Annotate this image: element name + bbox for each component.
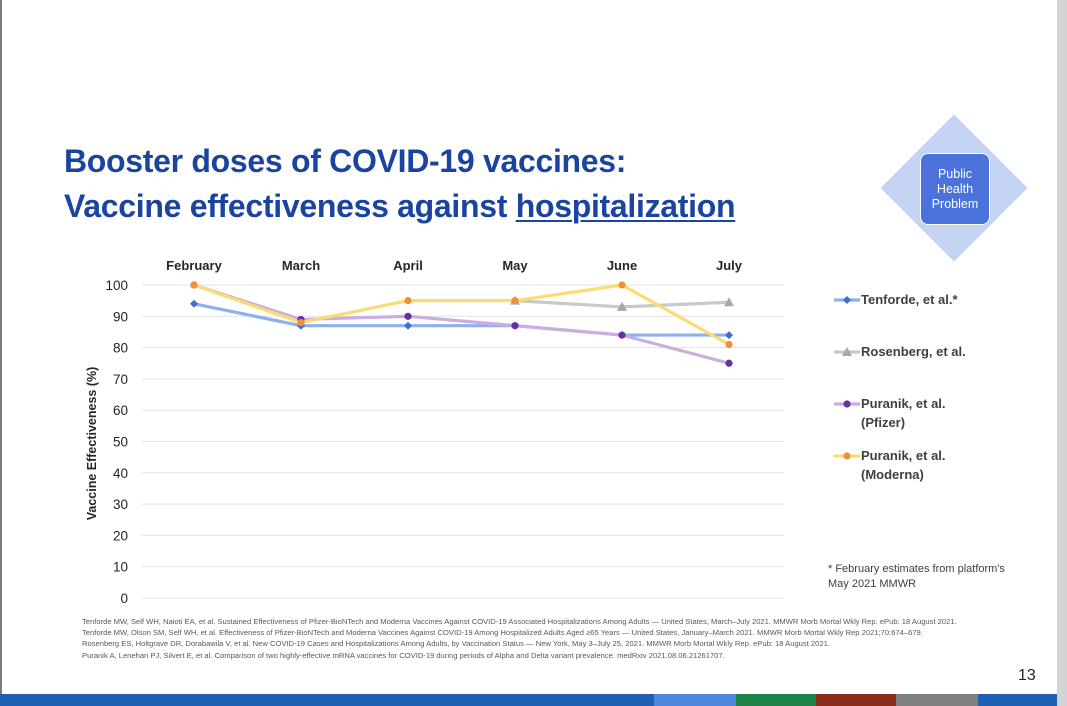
bottom-bar-segment (978, 694, 1057, 706)
data-point (190, 299, 198, 308)
data-point (725, 359, 733, 367)
bottom-bar-segment (654, 694, 736, 706)
reference-item: Rosenberg ES, Holtgrave DR, Dorabawila V… (82, 639, 830, 649)
legend-label: Tenforde, et al.* (861, 292, 958, 307)
reference-item: Tenforde MW, Olson SM, Self WH, et al. E… (82, 628, 923, 638)
line-chart: 0 10 20 30 40 50 60 70 80 90 100 Vaccine Effectiven… (85, 258, 784, 606)
y-tick-label: 80 (113, 341, 128, 356)
reference-item: Tenforde MW, Self WH, Naioti EA, et al. … (82, 617, 957, 626)
chart-footnote: * February estimates from platform's May… (828, 563, 1005, 590)
page-number: 13 (1018, 667, 1036, 684)
x-tick-label: March (282, 258, 320, 273)
data-point (618, 281, 626, 289)
x-tick-label: May (502, 258, 528, 273)
data-point (725, 331, 733, 340)
slide-subtitle: Vaccine effectiveness against hospitaliz… (64, 188, 736, 225)
legend-swatch (834, 400, 860, 408)
data-point (297, 318, 305, 327)
series-line (192, 302, 731, 337)
y-tick-label: 60 (113, 403, 128, 418)
y-axis-label: Vaccine Effectiveness (%) (85, 367, 99, 521)
y-tick-label: 20 (113, 528, 128, 543)
y-tick-label: 70 (113, 372, 128, 387)
series-line (192, 283, 731, 347)
legend-label: Rosenberg, et al. (861, 344, 966, 359)
data-point (617, 301, 627, 311)
bottom-bar-segment (0, 694, 654, 706)
data-point (618, 331, 626, 339)
slide-title: Booster doses of COVID-19 vaccines: (64, 143, 627, 179)
left-border (0, 0, 2, 706)
public-health-problem-badge: Public Health Problem (920, 153, 990, 225)
y-tick-label: 0 (120, 591, 128, 606)
y-tick-label: 30 (113, 497, 128, 512)
y-tick-label: 100 (105, 278, 128, 293)
bottom-bar-segment (896, 694, 978, 706)
legend-swatch (834, 347, 860, 356)
bottom-bar-segment (816, 694, 896, 706)
data-point (404, 297, 412, 305)
subtitle-prefix: Vaccine effectiveness against (64, 188, 516, 224)
legend-label: Puranik, et al. (Moderna) (861, 448, 946, 482)
reference-item: Puranik A, Lenehan PJ, Silvert E, et al.… (82, 650, 725, 660)
bottom-bar-segment (736, 694, 816, 706)
data-point (724, 297, 734, 307)
x-tick-label: February (166, 258, 222, 273)
y-tick-label: 10 (113, 560, 128, 575)
series-line (192, 283, 731, 365)
data-point (511, 297, 519, 305)
x-tick-label: April (393, 258, 423, 273)
legend-swatch (834, 452, 860, 460)
legend-label: Puranik, et al. (Pfizer) (861, 396, 946, 430)
scrollbar-track[interactable] (1057, 0, 1067, 706)
legend-swatch (834, 296, 860, 304)
data-point (404, 312, 412, 320)
data-point (190, 281, 198, 289)
y-tick-label: 90 (113, 309, 128, 324)
data-point (511, 322, 519, 330)
y-tick-label: 40 (113, 466, 128, 481)
subtitle-emphasis: hospitalization (515, 188, 736, 224)
y-tick-label: 50 (113, 435, 128, 450)
data-point (404, 321, 412, 330)
data-point (725, 340, 733, 349)
x-tick-label: July (716, 258, 743, 273)
x-tick-label: June (607, 258, 637, 273)
references: Tenforde MW, Self WH, Naioti EA, et al. … (82, 616, 1012, 661)
